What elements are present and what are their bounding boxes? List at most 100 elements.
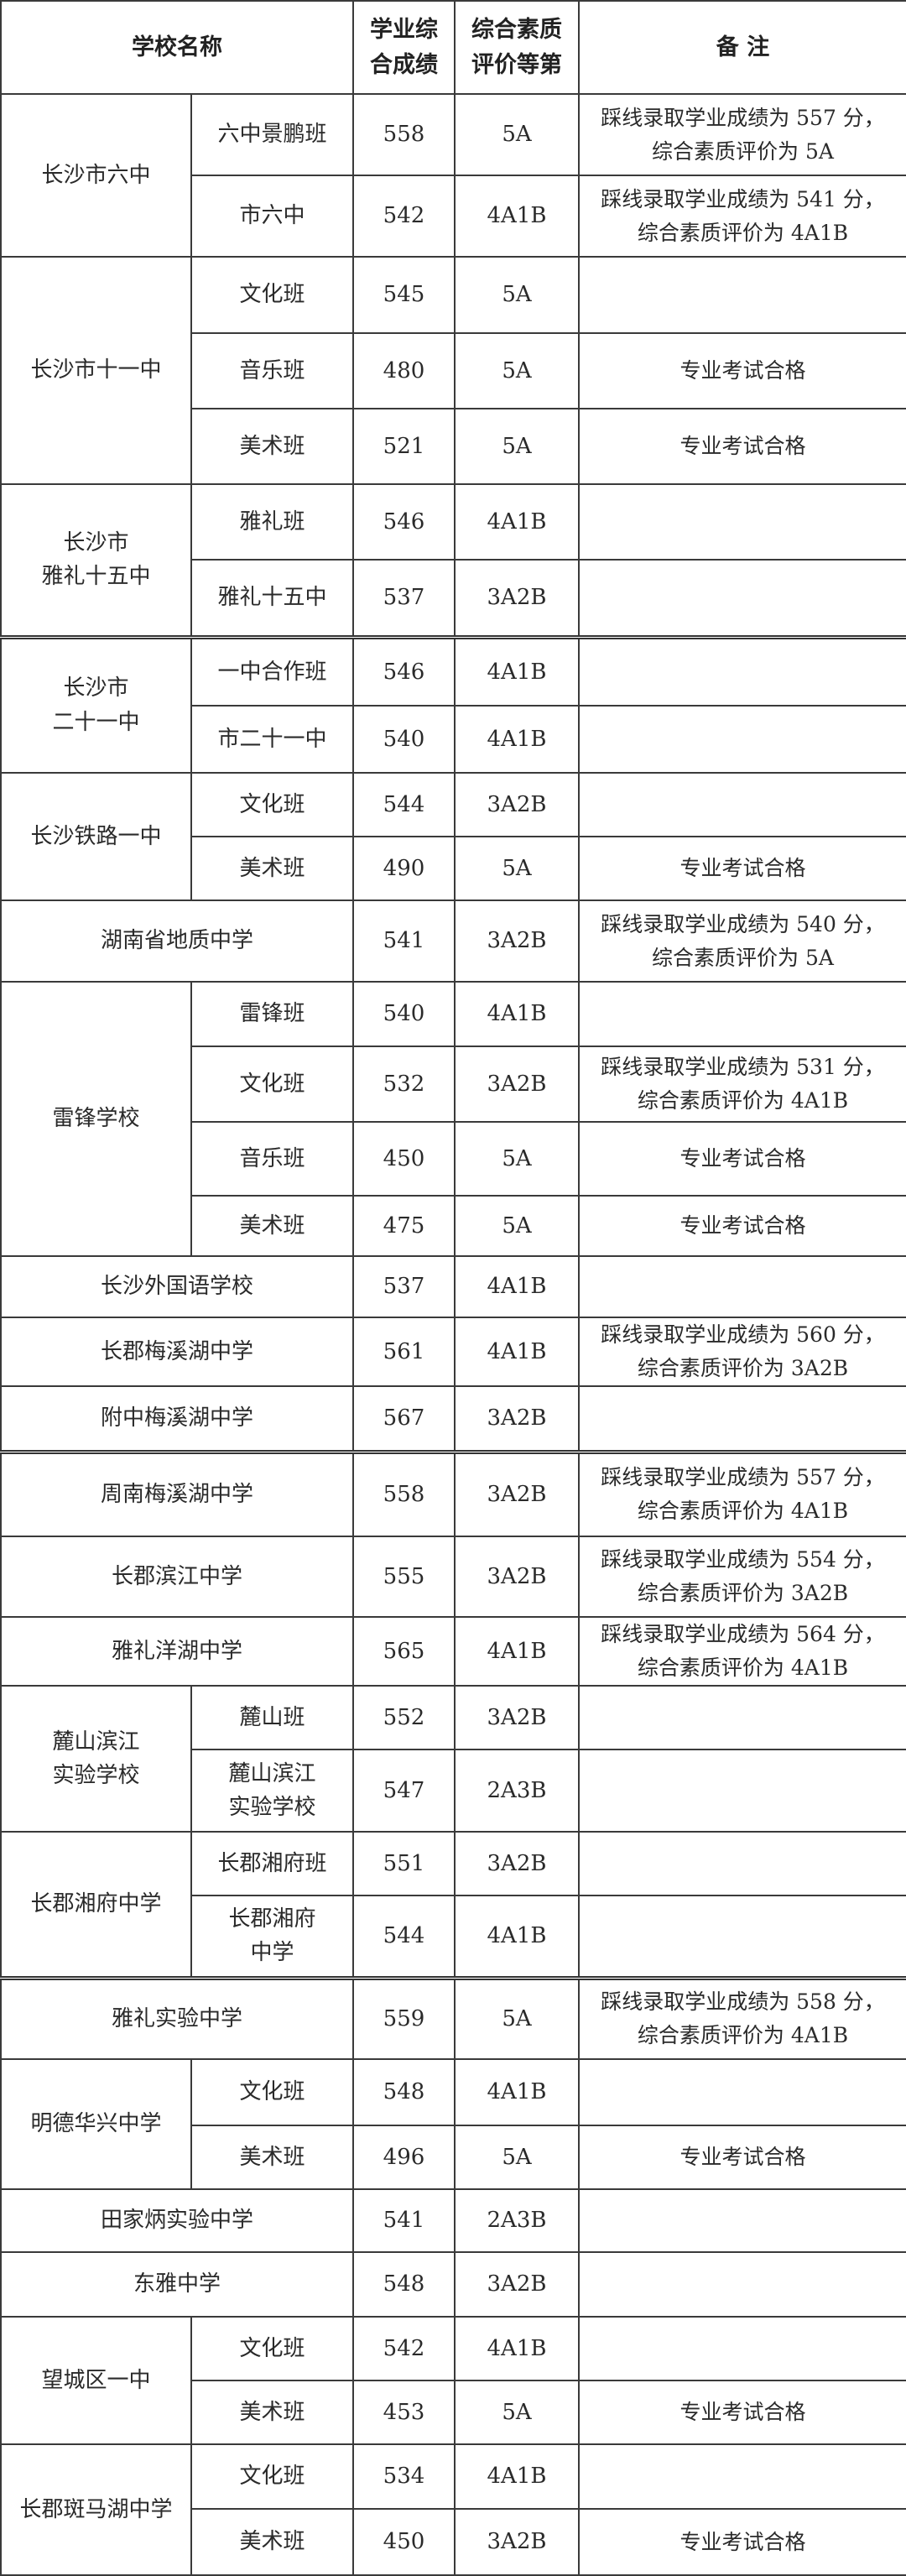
- score: 534: [352, 2443, 456, 2510]
- grade: 5A: [454, 1975, 580, 2060]
- score: 450: [352, 2508, 456, 2576]
- table-row: 长郡斑马湖中学 文化班 534 4A1B: [0, 2443, 906, 2576]
- score: 540: [352, 981, 456, 1047]
- class-name: 文化班: [190, 256, 354, 334]
- score: 555: [352, 1536, 456, 1618]
- score: 490: [352, 836, 456, 901]
- score: 532: [352, 1046, 456, 1123]
- grade: 5A: [454, 2380, 580, 2445]
- note: 踩线录取学业成绩为 560 分， 综合素质评价为 3A2B: [578, 1317, 906, 1387]
- grade: 3A2B: [454, 1536, 580, 1618]
- score: 480: [352, 332, 456, 409]
- note: 踩线录取学业成绩为 564 分， 综合素质评价为 4A1B: [578, 1616, 906, 1687]
- table-row: 明德华兴中学 文化班 548 4A1B: [0, 2058, 906, 2190]
- table-row: 长郡滨江中学 555 3A2B 踩线录取学业成绩为 554 分， 综合素质评价为 3A…: [0, 1536, 906, 1618]
- table-row: 田家炳实验中学 541 2A3B: [0, 2188, 906, 2253]
- table-row: 美术班 450 3A2B 专业考试合格: [1, 2508, 906, 2576]
- table-row: 长郡梅溪湖中学 561 4A1B 踩线录取学业成绩为 560 分， 综合素质评价为 3…: [0, 1317, 906, 1387]
- school-name: 长郡斑马湖中学: [0, 2443, 192, 2576]
- table-row: 文化班 532 3A2B 踩线录取学业成绩为 531 分， 综合素质评价为 4A1B: [1, 1046, 906, 1123]
- note: 专业考试合格: [578, 2380, 906, 2445]
- table-row: 长沙市 二十一中 一中合作班 546 4A1B: [0, 634, 906, 774]
- grade: 4A1B: [454, 2058, 580, 2126]
- table-row: 长郡湘府 中学 544 4A1B: [1, 1895, 906, 1979]
- note: [578, 559, 906, 638]
- note: 专业考试合格: [578, 1195, 906, 1257]
- score: 561: [352, 1317, 456, 1387]
- table-row: 音乐班 450 5A 专业考试合格: [1, 1121, 906, 1197]
- score: 453: [352, 2380, 456, 2445]
- class-name: 长郡湘府班: [190, 1831, 354, 1896]
- grade: 4A1B: [454, 705, 580, 774]
- score: 541: [352, 900, 456, 983]
- note: 专业考试合格: [578, 2125, 906, 2190]
- class-name: 文化班: [190, 1046, 354, 1123]
- grade: 4A1B: [454, 2316, 580, 2381]
- table-row: 雅礼实验中学 559 5A 踩线录取学业成绩为 558 分， 综合素质评价为 4A1B: [0, 1975, 906, 2060]
- school-name: 长沙市 二十一中: [0, 634, 192, 774]
- grade: 4A1B: [454, 1255, 580, 1318]
- table-row: 长沙铁路一中 文化班 544 3A2B: [0, 772, 906, 901]
- school-name: 望城区一中: [0, 2316, 192, 2445]
- note: [578, 981, 906, 1047]
- score: 544: [352, 1895, 456, 1979]
- note: 踩线录取学业成绩为 554 分， 综合素质评价为 3A2B: [578, 1536, 906, 1618]
- grade: 4A1B: [454, 1317, 580, 1387]
- class-name: 雅礼十五中: [190, 559, 354, 638]
- score: 450: [352, 1121, 456, 1197]
- table-row: 雅礼十五中 537 3A2B: [1, 559, 906, 638]
- grade: 5A: [454, 1195, 580, 1257]
- class-name: 文化班: [190, 2058, 354, 2126]
- note: [578, 1385, 906, 1452]
- score: 544: [352, 772, 456, 837]
- school-name: 附中梅溪湖中学: [0, 1385, 354, 1452]
- table-row: 望城区一中 文化班 542 4A1B: [0, 2316, 906, 2445]
- table-row: 美术班 453 5A 专业考试合格: [1, 2380, 906, 2445]
- class-name: 麓山滨江 实验学校: [190, 1749, 354, 1833]
- note: [578, 2251, 906, 2318]
- school-name: 雷锋学校: [0, 981, 192, 1257]
- score: 546: [352, 634, 456, 707]
- note: [578, 705, 906, 774]
- note: 专业考试合格: [578, 836, 906, 901]
- grade: 3A2B: [454, 2508, 580, 2576]
- table-row: 麓山滨江 实验学校 547 2A3B: [1, 1749, 906, 1833]
- note: 踩线录取学业成绩为 558 分， 综合素质评价为 4A1B: [578, 1975, 906, 2060]
- table-row: 雅礼洋湖中学 565 4A1B 踩线录取学业成绩为 564 分， 综合素质评价为 4A…: [0, 1616, 906, 1687]
- school-name: 长郡湘府中学: [0, 1831, 192, 1979]
- note: [578, 2058, 906, 2126]
- note: 专业考试合格: [578, 2508, 906, 2576]
- table-row: 音乐班 480 5A 专业考试合格: [1, 332, 906, 409]
- score: 475: [352, 1195, 456, 1257]
- table-row: 长郡湘府中学 长郡湘府班 551 3A2B: [0, 1831, 906, 1979]
- grade: 3A2B: [454, 1385, 580, 1452]
- table-row: 美术班 475 5A 专业考试合格: [1, 1195, 906, 1257]
- grade: 3A2B: [454, 1449, 580, 1537]
- note: 踩线录取学业成绩为 541 分， 综合素质评价为 4A1B: [578, 175, 906, 258]
- grade: 4A1B: [454, 175, 580, 258]
- note: 踩线录取学业成绩为 540 分， 综合素质评价为 5A: [578, 900, 906, 983]
- table-row: 附中梅溪湖中学 567 3A2B: [0, 1385, 906, 1452]
- school-name: 长沙市十一中: [0, 256, 192, 485]
- class-name: 美术班: [190, 2125, 354, 2190]
- table-row: 美术班 496 5A 专业考试合格: [1, 2125, 906, 2190]
- school-name: 雅礼洋湖中学: [0, 1616, 354, 1687]
- grade: 5A: [454, 2125, 580, 2190]
- score: 545: [352, 256, 456, 334]
- note: 专业考试合格: [578, 332, 906, 409]
- class-name: 长郡湘府 中学: [190, 1895, 354, 1979]
- note: [578, 2316, 906, 2381]
- grade: 3A2B: [454, 900, 580, 983]
- class-name: 美术班: [190, 1195, 354, 1257]
- grade: 4A1B: [454, 483, 580, 561]
- score: 558: [352, 93, 456, 176]
- score: 565: [352, 1616, 456, 1687]
- note: [578, 2188, 906, 2253]
- class-name: 文化班: [190, 2316, 354, 2381]
- grade: 3A2B: [454, 1685, 580, 1750]
- score: 558: [352, 1449, 456, 1537]
- table-row: 湖南省地质中学 541 3A2B 踩线录取学业成绩为 540 分， 综合素质评价为 5…: [0, 900, 906, 983]
- note: 踩线录取学业成绩为 557 分， 综合素质评价为 4A1B: [578, 1449, 906, 1537]
- class-name: 音乐班: [190, 1121, 354, 1197]
- school-name: 长沙市 雅礼十五中: [0, 483, 192, 638]
